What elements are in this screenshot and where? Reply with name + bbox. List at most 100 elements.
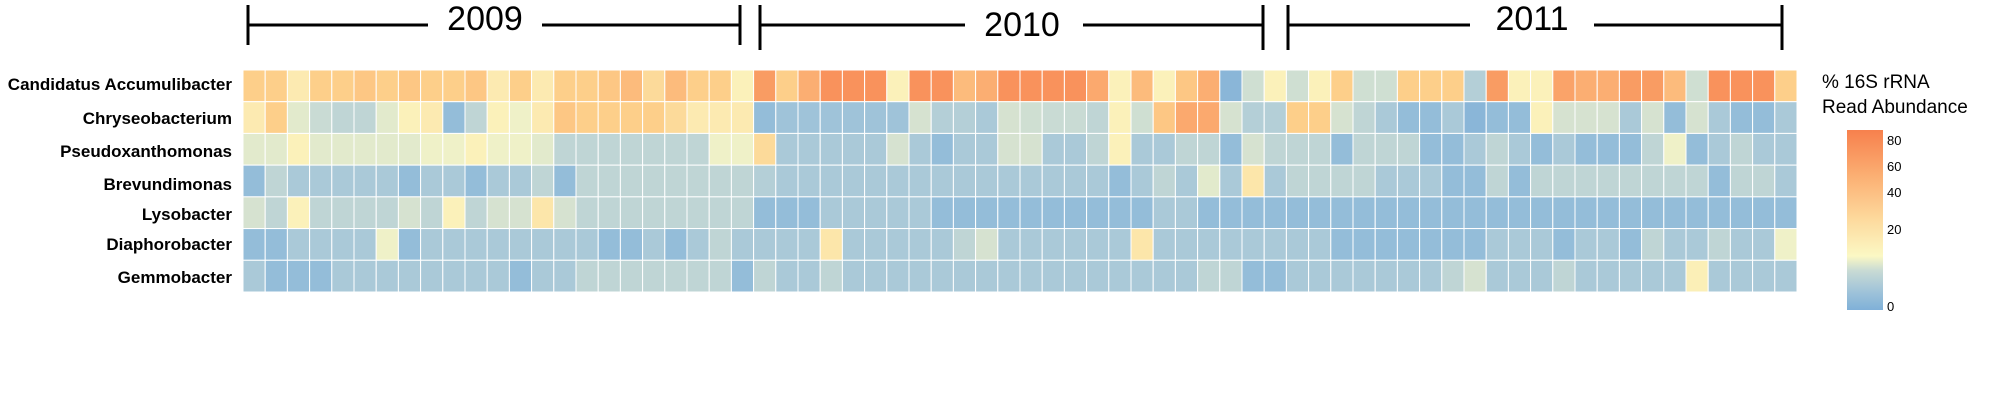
heatmap-cell [1108, 164, 1132, 198]
heatmap-cell [1596, 101, 1620, 134]
heatmap-cell [664, 196, 688, 230]
heatmap-cell [642, 196, 666, 230]
heatmap-cell [1618, 101, 1643, 134]
heatmap-cell [1374, 132, 1398, 166]
heatmap-cell [1685, 132, 1709, 166]
heatmap-cell [1285, 69, 1310, 103]
heatmap-cell [1197, 259, 1221, 293]
heatmap-cell [753, 132, 777, 166]
heatmap-cell [575, 196, 599, 230]
heatmap-cell [1685, 69, 1709, 103]
heatmap-cell [575, 101, 599, 134]
heatmap-cell [686, 259, 710, 293]
heatmap-cell [619, 228, 644, 261]
heatmap-cell [1374, 196, 1398, 230]
heatmap-cell [1685, 228, 1709, 261]
heatmap-cell [1507, 69, 1532, 103]
heatmap-cell [864, 132, 888, 166]
heatmap-cell [708, 101, 732, 134]
heatmap-cell [619, 69, 644, 103]
heatmap-cell [1729, 196, 1754, 230]
heatmap-cell [841, 69, 866, 103]
heatmap-cell [975, 164, 999, 198]
year-brackets: 2009 2010 2011 [246, 0, 1784, 50]
heatmap-cell [664, 132, 688, 166]
heatmap-cell [575, 259, 599, 293]
year-label-2009: 2009 [447, 0, 523, 38]
heatmap-cell [930, 196, 954, 230]
heatmap-cell [730, 69, 755, 103]
heatmap-cell [1663, 132, 1687, 166]
heatmap-cell [420, 228, 444, 261]
heatmap-cell [952, 259, 977, 293]
heatmap-cell [1152, 101, 1176, 134]
heatmap-cell [1552, 164, 1576, 198]
heatmap-cell [1663, 164, 1687, 198]
heatmap-cell [1463, 196, 1487, 230]
year-bracket-2009: 2009 [246, 0, 742, 45]
heatmap-cell [819, 132, 843, 166]
heatmap-cell [1752, 228, 1776, 261]
heatmap-cell [1641, 101, 1665, 134]
heatmap-cell [1729, 69, 1754, 103]
heatmap-cell [797, 101, 821, 134]
heatmap-cell [1530, 101, 1554, 134]
heatmap-cell [952, 228, 977, 261]
heatmap-cell [1729, 132, 1754, 166]
heatmap-cell [1641, 132, 1665, 166]
heatmap-cell [1041, 132, 1065, 166]
legend-title-line2: Read Abundance [1822, 97, 1968, 118]
heatmap-cell [1285, 164, 1310, 198]
heatmap-cell [819, 196, 843, 230]
heatmap-cell [597, 196, 621, 230]
heatmap-cell [1507, 228, 1532, 261]
heatmap-cell [1086, 164, 1110, 198]
heatmap-cell [1663, 259, 1687, 293]
heatmap-cell [486, 164, 510, 198]
heatmap-cell [1063, 259, 1088, 293]
heatmap-cell [775, 196, 799, 230]
heatmap-cell [353, 164, 377, 198]
heatmap-cell [753, 69, 777, 103]
heatmap-cell [1174, 259, 1199, 293]
heatmap-cell [1752, 132, 1776, 166]
heatmap-cell [1330, 259, 1354, 293]
heatmap-cell [730, 132, 755, 166]
heatmap-cell [1485, 228, 1509, 261]
heatmap-cell [1130, 228, 1154, 261]
heatmap-cell [1707, 259, 1731, 293]
heatmap-cell [997, 228, 1021, 261]
heatmap-cell [753, 196, 777, 230]
heatmap-cell [486, 259, 510, 293]
heatmap-cell [508, 196, 533, 230]
heatmap-cell [397, 196, 422, 230]
heatmap-cell [353, 69, 377, 103]
heatmap-cell [1729, 228, 1754, 261]
heatmap-cell [309, 259, 333, 293]
heatmap-cell [1729, 259, 1754, 293]
heatmap-cell [908, 196, 932, 230]
heatmap-cell [1441, 69, 1465, 103]
heatmap-cell [997, 164, 1021, 198]
heatmap-cell [375, 259, 399, 293]
heatmap-cell [1086, 101, 1110, 134]
heatmap-cell [797, 69, 821, 103]
heatmap-cell [1374, 228, 1398, 261]
heatmap-cell [1774, 228, 1798, 261]
heatmap-cell [353, 132, 377, 166]
heatmap-cell [1485, 164, 1509, 198]
heatmap-cell [1352, 196, 1376, 230]
heatmap-cell [375, 164, 399, 198]
heatmap-cell [1285, 132, 1310, 166]
heatmap-cell [1174, 196, 1199, 230]
heatmap-cell [553, 69, 577, 103]
heatmap-cell [908, 69, 932, 103]
heatmap-cell [1197, 164, 1221, 198]
heatmap-cell [952, 132, 977, 166]
heatmap-cell [730, 259, 755, 293]
heatmap-cell [1641, 259, 1665, 293]
heatmap-cell [1463, 228, 1487, 261]
heatmap-cell [242, 196, 266, 230]
heatmap-cell [553, 259, 577, 293]
